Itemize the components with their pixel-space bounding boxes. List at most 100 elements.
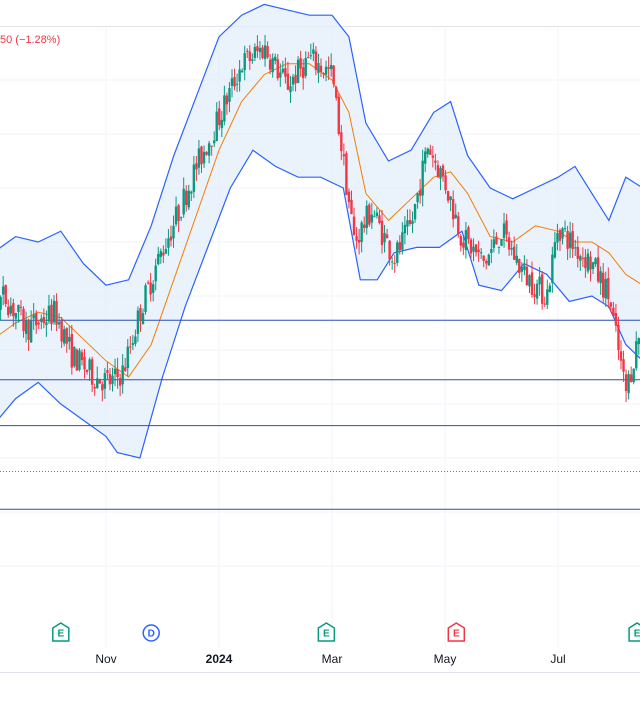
candle-body: [24, 319, 28, 334]
candle-body: [37, 322, 40, 325]
candle-body: [136, 310, 140, 334]
candle-body: [523, 265, 526, 270]
candle-body: [457, 216, 460, 234]
candle-body: [182, 188, 185, 215]
candle-body: [220, 119, 224, 129]
candle-body: [17, 304, 20, 313]
candle-body: [365, 205, 368, 229]
event-marker-letter: E: [634, 629, 640, 640]
candle-body: [403, 224, 407, 234]
candle-body: [146, 282, 150, 284]
candle-body: [418, 190, 422, 196]
earnings-marker-icon: [447, 622, 466, 642]
candle-body: [42, 317, 46, 324]
candle-body: [622, 359, 625, 372]
candle-body: [342, 154, 346, 157]
candle-body: [485, 261, 488, 264]
candle-body: [274, 56, 277, 61]
candle-body: [317, 63, 320, 73]
event-marker-letter: E: [323, 629, 330, 640]
candle-body: [497, 246, 501, 248]
candle-body: [248, 51, 251, 62]
candle-body: [98, 378, 101, 384]
candle-body: [502, 223, 506, 239]
candle-body: [340, 132, 343, 152]
candle-body: [574, 247, 577, 249]
candle-body: [446, 190, 450, 201]
candle-body: [139, 307, 142, 321]
candle-body: [454, 214, 457, 219]
candle-body: [185, 190, 188, 206]
candle-body: [1, 286, 5, 295]
candle-body: [507, 237, 511, 250]
candle-body: [602, 272, 605, 298]
candle-body: [78, 350, 81, 370]
candle-body: [553, 242, 557, 258]
candle-body: [22, 308, 25, 332]
candle-body: [370, 214, 374, 223]
candle-body: [579, 255, 582, 261]
dividend-marker-icon: [142, 624, 160, 642]
candle-body: [57, 322, 61, 325]
candle-body: [505, 220, 508, 235]
candle-body: [108, 373, 112, 385]
candle-body: [111, 375, 114, 384]
candle-body: [268, 59, 272, 70]
candle-body: [55, 301, 58, 325]
candle-body: [90, 359, 94, 385]
candle-body: [296, 59, 300, 83]
earnings-marker-icon: [52, 622, 70, 642]
candle-body: [291, 76, 295, 85]
candle-body: [223, 95, 226, 122]
candle-body: [312, 49, 315, 54]
candle-body: [309, 55, 313, 57]
candle-body: [50, 304, 53, 325]
candle-body: [441, 165, 445, 177]
candle-body: [88, 359, 91, 370]
candle-body: [632, 368, 635, 383]
candle-body: [350, 199, 353, 215]
candle-body: [627, 374, 630, 394]
candle-body: [307, 57, 310, 59]
candle-body: [373, 216, 376, 218]
candle-body: [251, 59, 254, 61]
candle-body: [322, 73, 325, 75]
event-marker-letter: D: [148, 629, 155, 640]
candle-body: [533, 294, 536, 297]
candle-body: [294, 74, 297, 84]
candle-body: [332, 65, 335, 85]
candle-body: [32, 314, 35, 319]
candle-body: [487, 254, 490, 266]
candle-body: [439, 168, 442, 179]
candle-body: [4, 284, 7, 305]
candle-body: [482, 255, 485, 261]
candle-body: [411, 220, 414, 225]
candle-body: [518, 259, 521, 273]
candle-body: [210, 145, 213, 147]
bollinger-band-fill: [0, 4, 640, 458]
candle-body: [563, 228, 567, 230]
candle-body: [45, 322, 48, 326]
candle-body: [426, 148, 429, 155]
candle-body: [515, 255, 518, 263]
candle-body: [406, 220, 409, 227]
candle-body: [525, 266, 529, 286]
candle-body: [408, 219, 412, 224]
candle-body: [40, 318, 43, 322]
price-change-readout: 50 (−1.28%): [0, 34, 61, 46]
event-marker-letter: E: [57, 629, 64, 640]
candle-body: [279, 72, 282, 78]
candle-body: [154, 265, 157, 282]
candle-body: [561, 228, 564, 239]
candle-body: [413, 203, 417, 220]
candle-body: [52, 300, 56, 323]
candle-body: [301, 67, 305, 79]
candle-body: [141, 313, 145, 325]
candle-body: [589, 256, 592, 270]
candle-body: [459, 235, 463, 246]
candle-body: [197, 148, 201, 168]
candle-body: [444, 175, 447, 191]
time-axis-label: 2024: [206, 652, 233, 666]
